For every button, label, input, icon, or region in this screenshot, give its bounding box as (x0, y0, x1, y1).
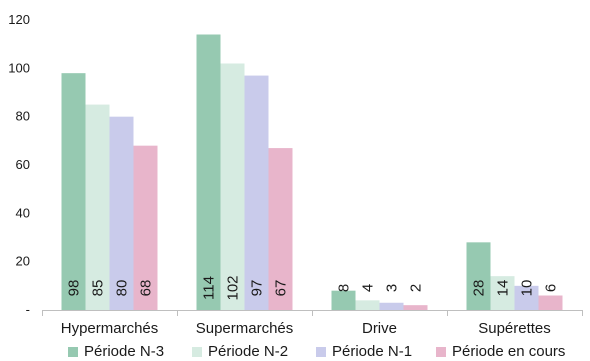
bar (331, 290, 356, 310)
legend-item: Période N-3 (68, 342, 164, 361)
y-tick-label: 80 (16, 109, 30, 124)
bar (85, 104, 110, 310)
bar (220, 63, 245, 310)
y-tick-label: 40 (16, 205, 30, 220)
bar (538, 295, 563, 310)
legend-swatch (68, 346, 78, 357)
legend-label: Période N-2 (208, 343, 289, 360)
bar (355, 300, 380, 310)
x-axis: Hypermarchés Supermarchés Drive Supérettes (61, 320, 551, 337)
data-label: 14 (495, 280, 512, 297)
legend-label: Période N-3 (84, 343, 165, 360)
data-label: 67 (273, 280, 290, 297)
bar (514, 285, 539, 310)
bar (109, 116, 134, 311)
y-tick-label: - (26, 302, 30, 317)
legend-item: Période en cours (436, 342, 565, 361)
legend-swatch (436, 346, 446, 357)
category-label: Supérettes (478, 320, 551, 337)
data-label: 68 (138, 280, 155, 297)
bar (379, 302, 404, 310)
legend: Période N-3 Période N-2 Période N-1 Période… (0, 342, 590, 361)
data-label: 10 (519, 280, 536, 297)
category-label: Drive (362, 320, 397, 337)
bar (196, 34, 221, 310)
legend-item: Période N-1 (316, 342, 412, 361)
category-label: Supermarchés (196, 320, 294, 337)
bar (403, 305, 428, 310)
legend-label: Période en cours (452, 343, 566, 360)
data-label: 98 (66, 280, 83, 297)
x-axis-ticks (42, 310, 583, 316)
bar (61, 73, 86, 311)
bar (466, 242, 491, 310)
category-label: Hypermarchés (61, 320, 159, 337)
data-labels: 98 85 80 68 114 102 97 67 8 4 3 2 28 14 10 6 (66, 275, 560, 300)
y-axis: - 20 40 60 80 100 120 (8, 12, 30, 317)
bar-chart: - 20 40 60 80 100 120 98 85 80 68 114 102 97 67 8 4 3 2 28… (8, 12, 583, 337)
data-label: 85 (90, 280, 107, 297)
bar (244, 75, 269, 310)
y-tick-label: 20 (16, 254, 30, 269)
data-label: 4 (360, 284, 377, 292)
data-label: 80 (114, 280, 131, 297)
bar (490, 276, 515, 310)
bars (61, 34, 563, 311)
data-label: 102 (225, 275, 242, 300)
legend-swatch (192, 346, 202, 357)
data-label: 6 (543, 284, 560, 292)
bar (268, 148, 293, 310)
legend-label: Période N-1 (332, 343, 413, 360)
data-label: 97 (249, 280, 266, 297)
y-tick-label: 60 (16, 157, 30, 172)
data-label: 3 (384, 284, 401, 292)
data-label: 28 (471, 280, 488, 297)
y-tick-label: 100 (8, 60, 30, 75)
y-tick-label: 120 (8, 12, 30, 27)
data-label: 114 (201, 276, 218, 300)
data-label: 8 (336, 284, 353, 292)
bar (133, 145, 158, 310)
data-label: 2 (408, 284, 425, 292)
legend-item: Période N-2 (192, 342, 288, 361)
legend-swatch (316, 346, 326, 357)
